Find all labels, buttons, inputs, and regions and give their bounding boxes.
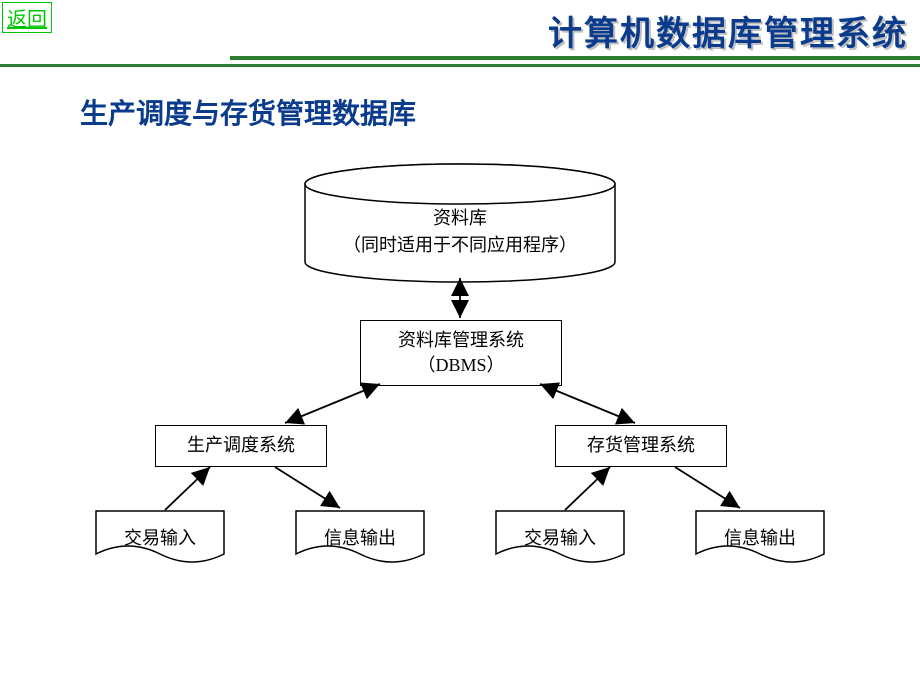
title-underline-short: [230, 56, 920, 60]
diagram-area: 资料库 （同时适用于不同应用程序） 资料库管理系统 （DBMS） 生产调度系统 …: [0, 150, 920, 660]
page-subtitle: 生产调度与存货管理数据库: [80, 92, 416, 132]
back-link[interactable]: 返回: [2, 2, 52, 33]
page-title: 计算机数据库管理系统: [548, 0, 920, 56]
title-underline-long: [0, 64, 920, 67]
diagram-arrows: [0, 150, 920, 660]
